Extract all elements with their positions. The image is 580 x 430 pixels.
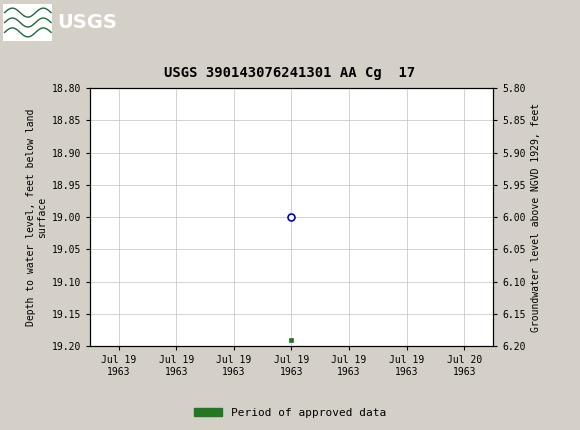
Text: USGS 390143076241301 AA Cg  17: USGS 390143076241301 AA Cg 17 <box>164 67 416 80</box>
Legend: Period of approved data: Period of approved data <box>190 403 390 422</box>
Y-axis label: Depth to water level, feet below land
surface: Depth to water level, feet below land su… <box>26 108 48 326</box>
Y-axis label: Groundwater level above NGVD 1929, feet: Groundwater level above NGVD 1929, feet <box>531 103 541 332</box>
Text: USGS: USGS <box>57 13 117 32</box>
Bar <box>3 3 52 41</box>
